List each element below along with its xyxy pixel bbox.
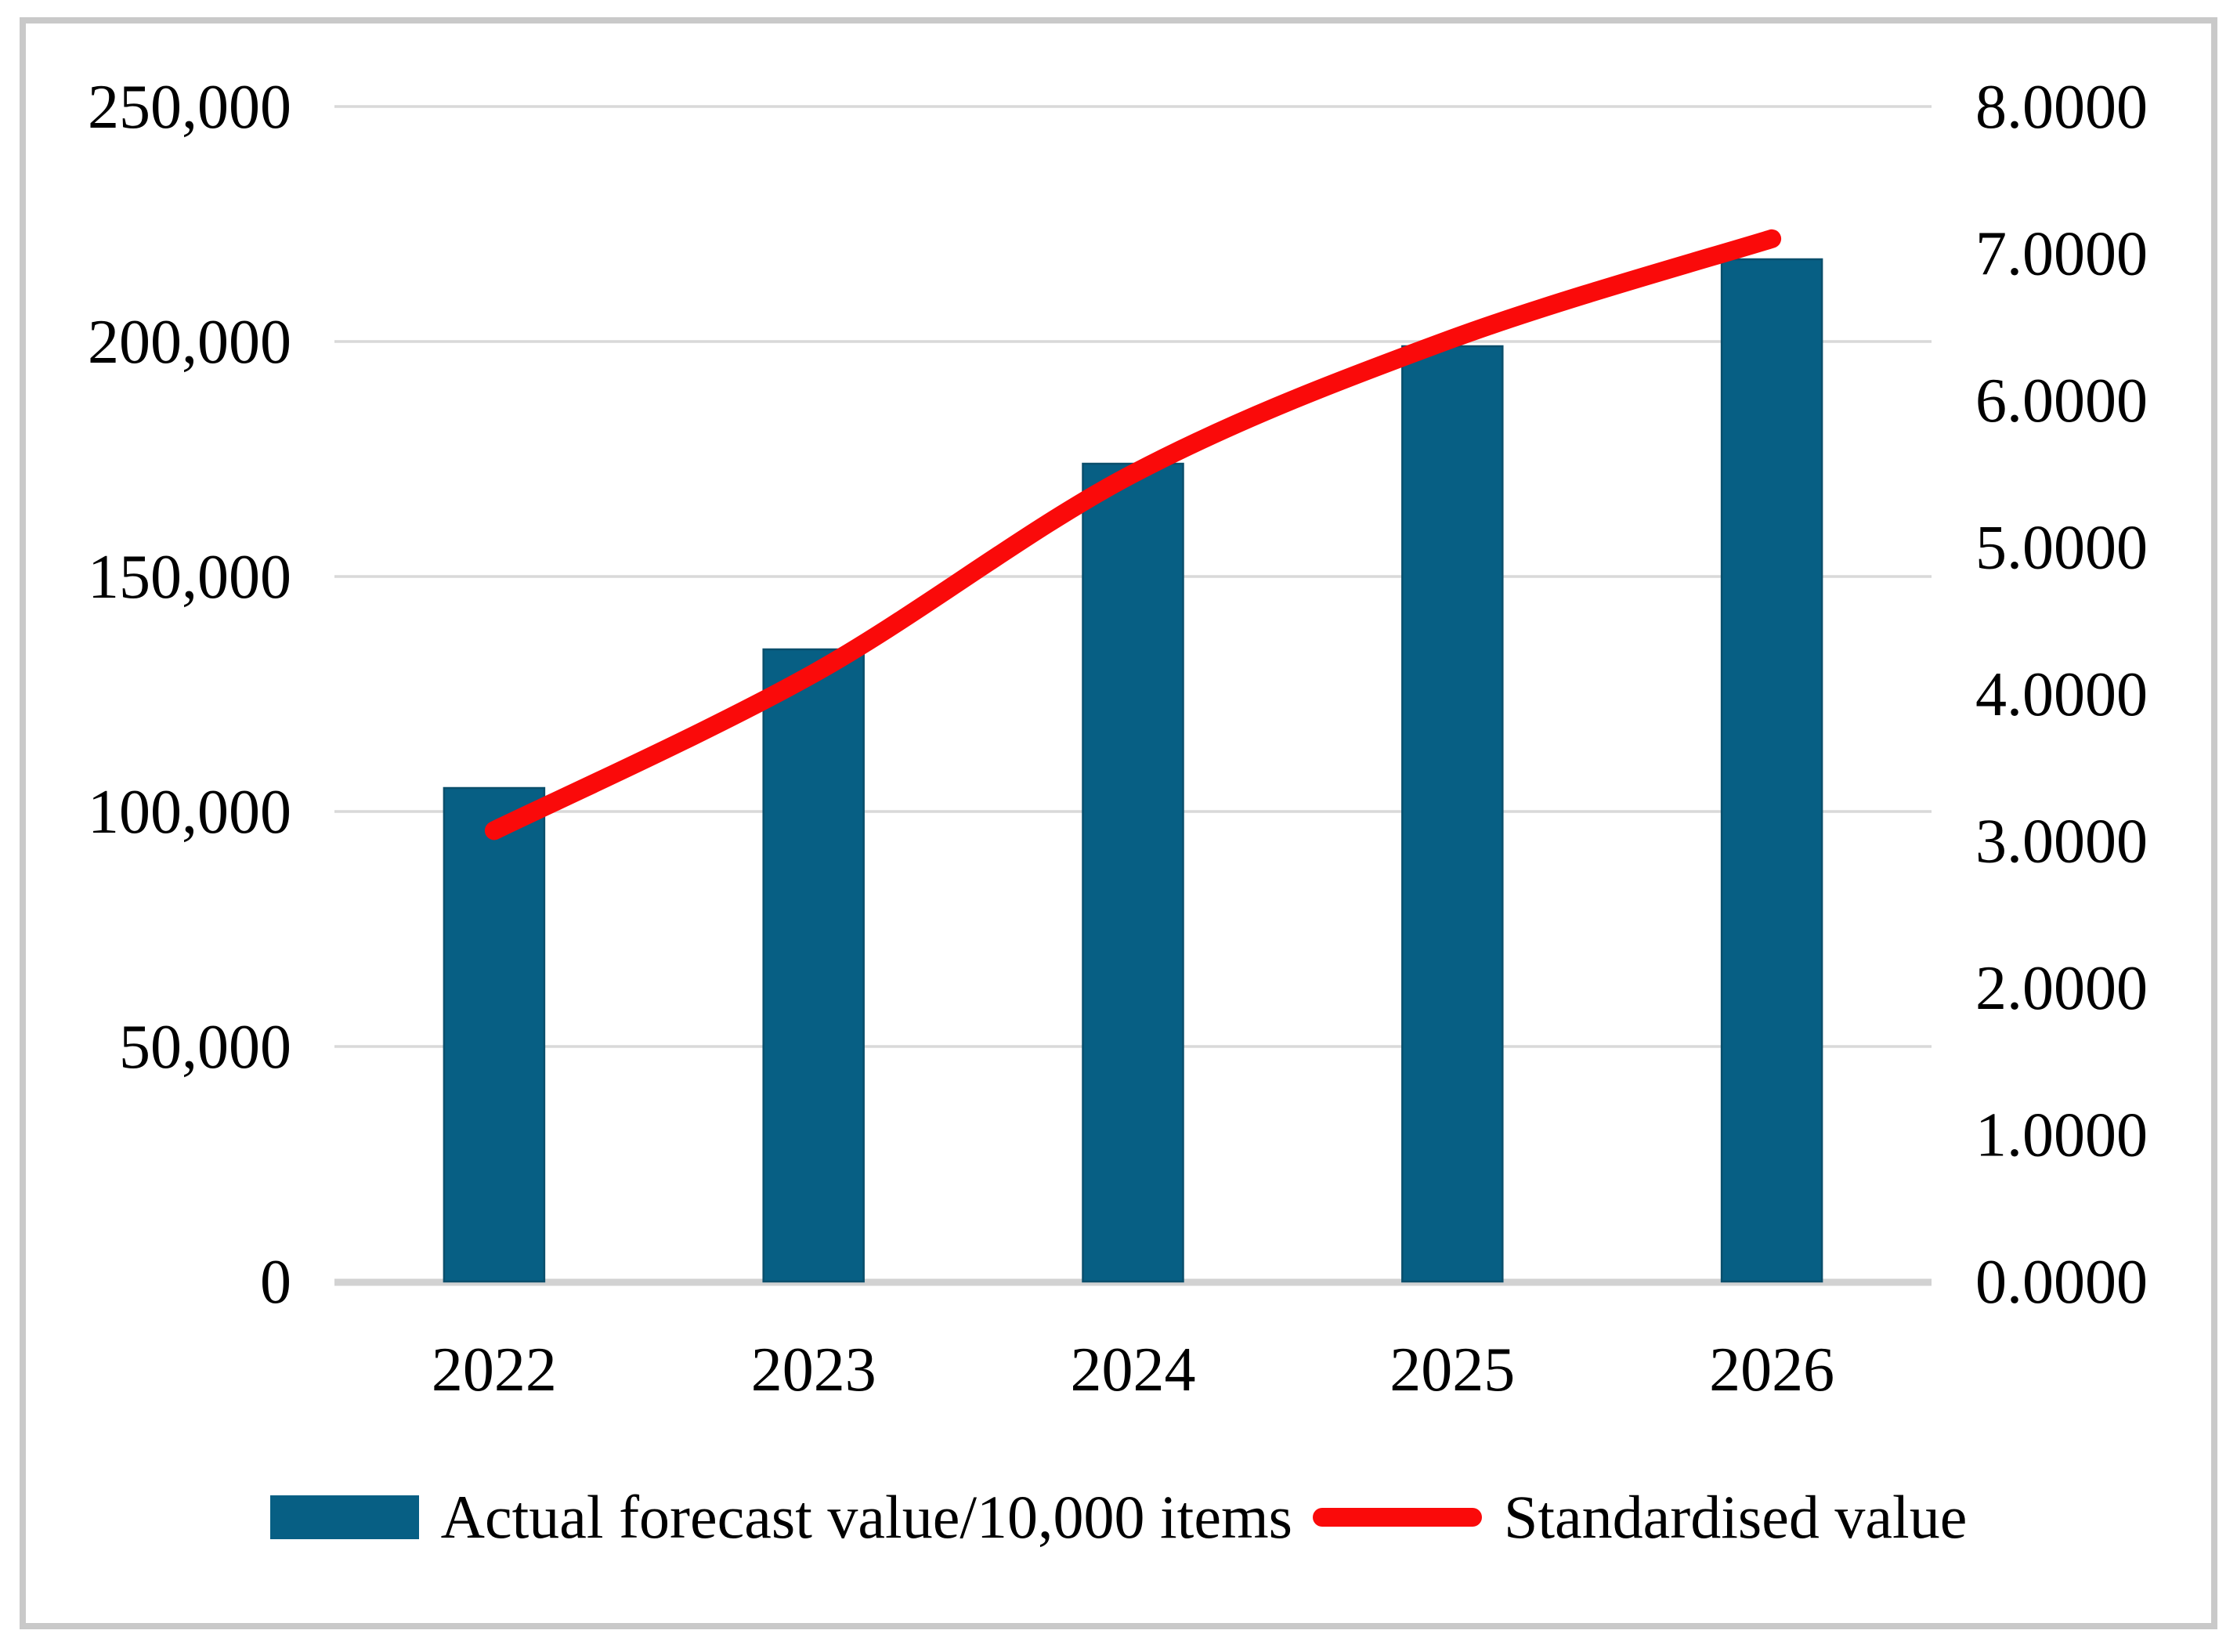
bar-2022	[443, 786, 546, 1283]
left-axis-tick-label: 0	[260, 1248, 291, 1317]
standardised-value-line	[484, 229, 1782, 840]
x-axis-category-label: 2022	[432, 1336, 557, 1404]
right-axis-tick-label: 1.0000	[1975, 1101, 2148, 1170]
right-axis-tick-label: 3.0000	[1975, 808, 2148, 877]
right-axis-tick-label: 4.0000	[1975, 660, 2148, 729]
legend-line-swatch	[1313, 1507, 1482, 1527]
x-axis-category-label: 2024	[1071, 1336, 1196, 1404]
x-axis-category-label: 2023	[751, 1336, 876, 1404]
right-axis-tick-label: 8.0000	[1975, 73, 2148, 142]
legend: Actual forecast value/10,000 items Stand…	[0, 1482, 2237, 1553]
bar-2026	[1720, 258, 1823, 1283]
x-axis-category-label: 2025	[1390, 1336, 1515, 1404]
left-axis-tick-label: 100,000	[88, 778, 291, 847]
bar-2025	[1401, 345, 1504, 1283]
legend-bar-swatch	[269, 1495, 419, 1539]
left-axis-tick-label: 150,000	[88, 543, 291, 612]
bar-2024	[1082, 462, 1184, 1283]
left-axis-tick-label: 50,000	[119, 1013, 291, 1082]
x-axis-category-label: 2026	[1709, 1336, 1834, 1404]
legend-item-bar-series: Actual forecast value/10,000 items	[269, 1482, 1292, 1553]
right-axis-tick-label: 0.0000	[1975, 1248, 2148, 1317]
legend-bar-label: Actual forecast value/10,000 items	[440, 1483, 1292, 1551]
legend-line-label: Standardised value	[1504, 1483, 1968, 1551]
right-axis-tick-label: 7.0000	[1975, 220, 2148, 289]
right-axis-tick-label: 2.0000	[1975, 954, 2148, 1023]
left-axis-tick-label: 200,000	[88, 308, 291, 377]
left-axis-tick-label: 250,000	[88, 73, 291, 142]
bar-2023	[762, 648, 865, 1283]
right-axis-tick-label: 5.0000	[1975, 514, 2148, 583]
right-axis-tick-label: 6.0000	[1975, 367, 2148, 436]
legend-item-line-series: Standardised value	[1313, 1482, 1967, 1553]
